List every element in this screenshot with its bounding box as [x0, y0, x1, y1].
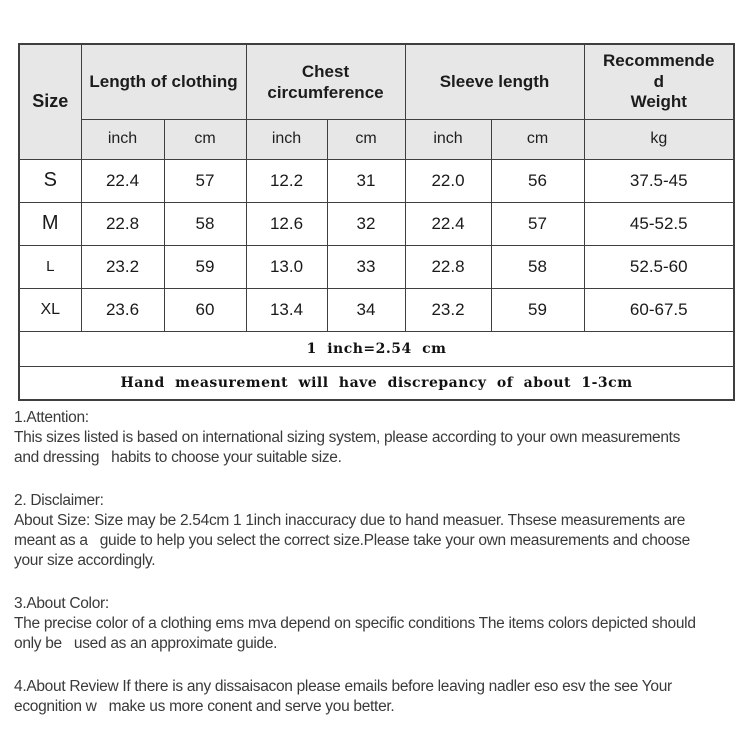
section-heading: 3.About Color:	[14, 595, 109, 612]
size-chart-table: Size Length of clothing Chest circumfere…	[18, 43, 736, 401]
unit-cell-weight-kg: kg	[583, 118, 735, 160]
size-value: S	[18, 158, 82, 203]
section-body: This sizes listed is based on internatio…	[14, 429, 681, 466]
section-body: The precise color of a clothing ems mva …	[14, 615, 696, 652]
data-cell: 31	[326, 158, 406, 203]
unit-cell-chest-inch: inch	[245, 118, 328, 160]
header-cell-chest-circumference: Chest circumference	[245, 43, 406, 120]
note-row-hand-measurement: Hand measurement will have discrepancy o…	[18, 365, 735, 401]
section-heading: 1.Attention:	[14, 409, 89, 426]
data-cell: 60-67.5	[583, 287, 735, 332]
data-cell: 52.5-60	[583, 244, 735, 289]
info-sections: 1.Attention: This sizes listed is based …	[0, 401, 750, 717]
data-cell: 33	[326, 244, 406, 289]
header-cell-length-of-clothing: Length of clothing	[80, 43, 247, 120]
data-cell: 57	[490, 201, 585, 246]
table-row-size-m: M 22.8 58 12.6 32 22.4 57 45-52.5	[18, 201, 735, 246]
data-cell: 22.8	[80, 201, 165, 246]
data-cell: 37.5-45	[583, 158, 735, 203]
data-cell: 32	[326, 201, 406, 246]
note-hand-measurement: Hand measurement will have discrepancy o…	[18, 365, 735, 401]
data-cell: 23.2	[80, 244, 165, 289]
data-cell: 57	[163, 158, 247, 203]
table-row-size-s: S 22.4 57 12.2 31 22.0 56 37.5-45	[18, 158, 735, 203]
size-value: M	[18, 201, 82, 246]
section-disclaimer: 2. Disclaimer: About Size: Size may be 2…	[14, 491, 736, 571]
unit-cell-sleeve-inch: inch	[404, 118, 492, 160]
header-cell-sleeve-length: Sleeve length	[404, 43, 585, 120]
section-heading: 2. Disclaimer:	[14, 492, 104, 509]
section-about-color: 3.About Color: The precise color of a cl…	[14, 594, 736, 654]
data-cell: 22.4	[404, 201, 492, 246]
data-cell: 23.2	[404, 287, 492, 332]
data-cell: 60	[163, 287, 247, 332]
data-cell: 58	[490, 244, 585, 289]
header-cell-recommended-weight: Recommende d Weight	[583, 43, 735, 120]
unit-cell-chest-cm: cm	[326, 118, 406, 160]
note-inch-conversion: 1 inch=2.54 cm	[18, 330, 735, 367]
note-row-inch-conversion: 1 inch=2.54 cm	[18, 330, 735, 367]
data-cell: 22.8	[404, 244, 492, 289]
table-row-size-l: L 23.2 59 13.0 33 22.8 58 52.5-60	[18, 244, 735, 289]
size-value: XL	[18, 287, 82, 332]
unit-cell-length-inch: inch	[80, 118, 165, 160]
data-cell: 22.4	[80, 158, 165, 203]
data-cell: 23.6	[80, 287, 165, 332]
data-cell: 12.6	[245, 201, 328, 246]
data-cell: 45-52.5	[583, 201, 735, 246]
header-cell-size: Size	[18, 43, 82, 160]
data-cell: 13.4	[245, 287, 328, 332]
section-attention: 1.Attention: This sizes listed is based …	[14, 408, 736, 468]
data-cell: 59	[490, 287, 585, 332]
size-chart-table-wrap: Size Length of clothing Chest circumfere…	[18, 43, 736, 401]
data-cell: 59	[163, 244, 247, 289]
data-cell: 34	[326, 287, 406, 332]
data-cell: 12.2	[245, 158, 328, 203]
unit-cell-sleeve-cm: cm	[490, 118, 585, 160]
data-cell: 13.0	[245, 244, 328, 289]
section-about-review: 4.About Review If there is any dissaisac…	[14, 677, 736, 717]
unit-cell-length-cm: cm	[163, 118, 247, 160]
data-cell: 56	[490, 158, 585, 203]
data-cell: 58	[163, 201, 247, 246]
section-body: About Size: Size may be 2.54cm 1 1inch i…	[14, 512, 690, 569]
size-value: L	[18, 244, 82, 289]
table-row-size-xl: XL 23.6 60 13.4 34 23.2 59 60-67.5	[18, 287, 735, 332]
data-cell: 22.0	[404, 158, 492, 203]
header-unit-row: inch cm inch cm inch cm kg	[19, 118, 735, 160]
header-group-row: Size Length of clothing Chest circumfere…	[18, 43, 735, 160]
section-body: 4.About Review If there is any dissaisac…	[14, 678, 672, 715]
